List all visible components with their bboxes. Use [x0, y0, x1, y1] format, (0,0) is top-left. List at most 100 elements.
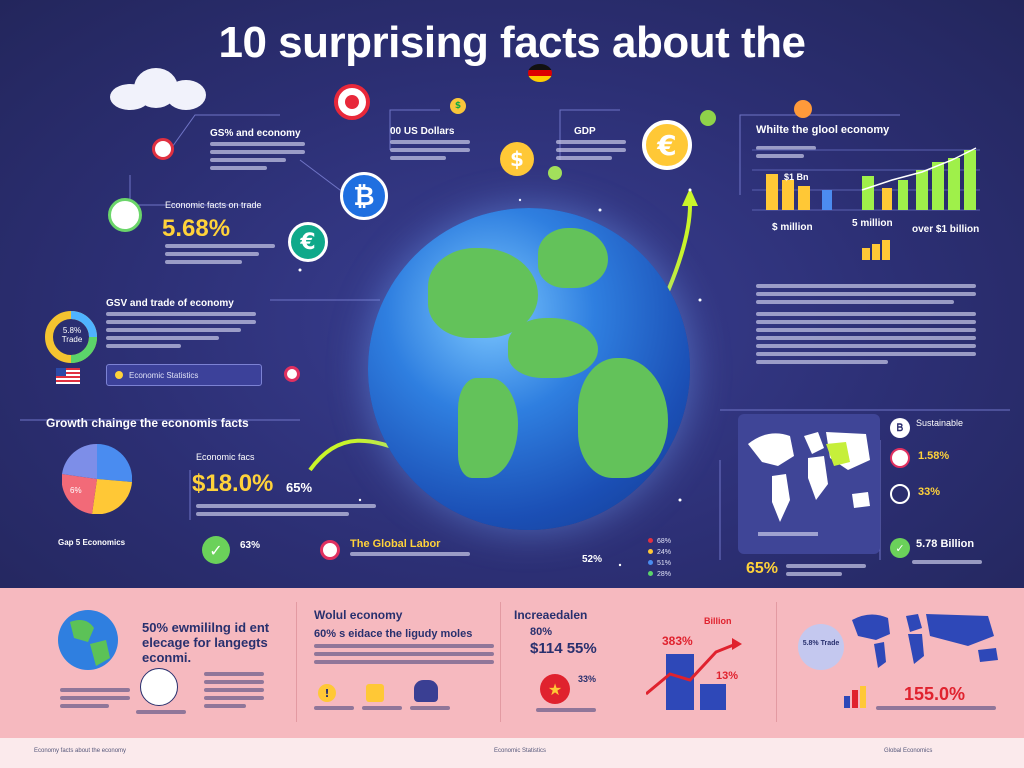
mexico-flag-icon [108, 198, 142, 232]
bottom-heading: 50% ewmililng id ent elecage for langegt… [142, 620, 270, 665]
search-text: Economic Statistics [129, 370, 199, 380]
dollar-coin-icon: ₿ [340, 172, 388, 220]
bar-value: over $1 billion [912, 224, 980, 235]
divider [296, 602, 297, 722]
stat-icon: Ᏼ [890, 418, 910, 438]
location-pin-icon [798, 624, 844, 670]
fact-heading: GDP [574, 126, 596, 137]
legend-item: 28% [657, 571, 672, 578]
fact-text [106, 312, 256, 352]
fact-text [756, 146, 816, 162]
bottom-big-stat: 155.0% [904, 684, 966, 704]
pct-label: 52% [582, 554, 603, 565]
world-map-icon [852, 614, 998, 668]
bottom-heading: Wolul economy [314, 608, 403, 622]
pie-label: 6% [70, 486, 82, 495]
small-coin-icon [548, 166, 562, 180]
japan-icon [334, 84, 370, 120]
fact-text [876, 706, 996, 714]
warning-icon: ! [318, 684, 336, 702]
stat-icon: ✓ [890, 538, 910, 558]
fact-text [136, 710, 186, 718]
mini-bar-icon [844, 686, 866, 708]
right-item: 5.78 Billion [916, 538, 975, 550]
legend-item: 24% [657, 549, 672, 556]
fact-subheading: Economic facts on trade [165, 200, 262, 210]
chart-label: 383% [662, 634, 693, 648]
legend-item: 51% [657, 560, 672, 567]
bar-value: 5 million [852, 218, 893, 229]
search-input[interactable]: Economic Statistics [106, 364, 262, 386]
fact-text [165, 244, 275, 268]
small-coin-icon [700, 110, 716, 126]
right-item: 33% [918, 486, 941, 498]
globe-illustration [368, 208, 690, 530]
bar-label: $1 Bn [784, 172, 809, 182]
bottom-facts-panel: 50% ewmililng id ent elecage for langegt… [0, 588, 1024, 738]
fact-text [350, 552, 470, 560]
donut-chart [45, 311, 97, 363]
pin-label: 5.8% Trade [802, 640, 840, 647]
bar-value: $ million [772, 222, 813, 233]
fact-text [60, 688, 130, 712]
euro-gold-coin-icon: € [642, 120, 692, 170]
fact-heading: GSV and trade of economy [106, 298, 234, 309]
fact-text [314, 706, 354, 714]
page-title: 10 surprising facts about the [218, 18, 806, 67]
stat-icon [890, 484, 910, 504]
chart-label: Billion [704, 616, 732, 626]
fact-text [210, 142, 305, 174]
stat-icon [890, 448, 910, 468]
map-stat: 65% [746, 560, 779, 577]
fact-text [556, 140, 626, 164]
document-icon [140, 668, 178, 706]
coin-icon [115, 371, 123, 379]
fact-text [390, 140, 470, 164]
small-coin-icon: $ [450, 98, 466, 114]
chart-title: Whilte the glool economy [756, 124, 890, 136]
stat-value: 5.68% [162, 215, 231, 242]
world-map-panel [738, 414, 880, 554]
fact-paragraph [756, 312, 976, 368]
growth-side-stat: 65% [286, 480, 313, 495]
divider [776, 602, 777, 722]
fact-paragraph [756, 284, 976, 308]
badge-title: The Global Labor [350, 538, 441, 550]
bottom-stat: 80% [530, 626, 553, 638]
coin-stack-icon [862, 240, 890, 260]
people-icon [414, 680, 438, 702]
legend-item: 68% [657, 538, 672, 545]
check-label: 63% [240, 540, 261, 551]
fact-heading: 00 US Dollars [390, 126, 455, 137]
bottom-subheading: 60% s eidace the ligudy moles [314, 628, 473, 640]
fact-text [786, 564, 866, 580]
small-coin-icon [794, 100, 812, 118]
legend: 68% 24% 51% 28% [648, 536, 671, 580]
earth-icon [58, 610, 118, 670]
fact-text [536, 708, 596, 716]
germany-flag-icon [528, 64, 552, 82]
pie-caption: Gap 5 Economics [58, 538, 126, 547]
fact-text [204, 672, 264, 712]
bottom-stat: $114 55% [530, 640, 597, 657]
badge-icon [320, 540, 340, 560]
growth-stat: $18.0% [192, 470, 274, 497]
donut-label: 5.8% Trade [61, 326, 83, 344]
dollar-icon: $ [500, 142, 534, 176]
footer-right: Global Economics [884, 748, 933, 754]
bottom-small: 33% [578, 674, 597, 684]
small-target-icon [284, 366, 300, 382]
fact-text [196, 504, 376, 520]
chart-label: 13% [716, 670, 739, 682]
right-item: Sustainable [916, 418, 964, 428]
pie-chart [62, 444, 132, 514]
fact-text [912, 560, 982, 568]
growth-label: Economic facs [196, 452, 255, 462]
cloud-icon [100, 66, 210, 110]
bar-chart [752, 147, 980, 211]
footer: Economy facts about the economy Economic… [0, 738, 1024, 768]
growth-bar-chart [646, 638, 742, 710]
fact-heading: GS% and economy [210, 128, 301, 139]
fact-text [410, 706, 450, 714]
main-infographic-panel: 10 surprising facts about the [0, 0, 1024, 588]
